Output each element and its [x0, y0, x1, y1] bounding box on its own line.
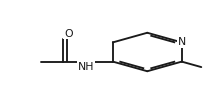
Text: NH: NH — [78, 62, 94, 72]
Text: N: N — [178, 37, 186, 47]
Text: O: O — [64, 28, 73, 39]
